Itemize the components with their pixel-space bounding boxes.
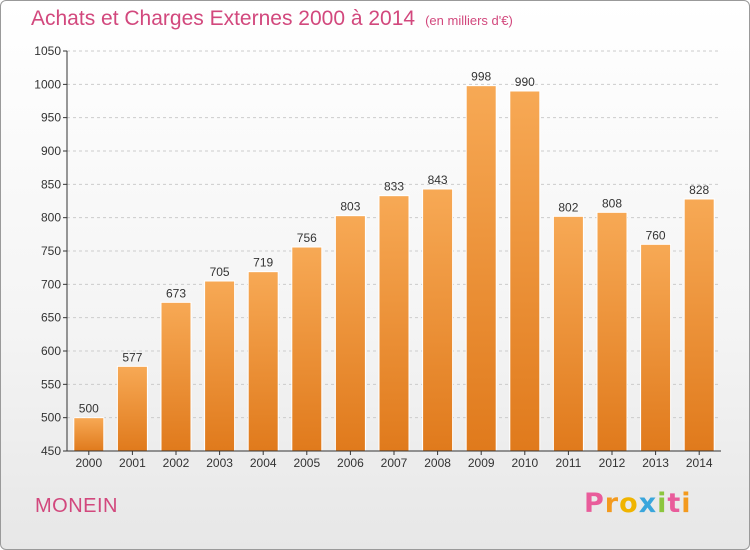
value-label: 760 <box>646 228 666 242</box>
bar <box>334 215 366 452</box>
y-tick-label: 600 <box>41 344 61 358</box>
y-tick-label: 1050 <box>34 44 61 58</box>
y-tick-label: 500 <box>41 411 61 425</box>
logo-letter: r <box>604 488 620 519</box>
bar <box>116 365 148 452</box>
commune-name: MONEIN <box>35 495 118 517</box>
value-label: 802 <box>558 200 578 214</box>
value-label: 828 <box>689 183 709 197</box>
value-label: 705 <box>210 265 230 279</box>
value-label: 998 <box>471 70 491 84</box>
x-tick-label: 2005 <box>293 456 320 470</box>
y-tick-label: 750 <box>41 244 61 258</box>
logo-letter: t <box>667 488 682 519</box>
value-label: 756 <box>297 231 317 245</box>
value-label: 833 <box>384 180 404 194</box>
logo-letter: x <box>638 488 658 519</box>
value-label: 500 <box>79 402 99 416</box>
value-label: 673 <box>166 286 186 300</box>
y-tick-label: 1000 <box>34 77 61 91</box>
bar <box>160 301 192 452</box>
proxiti-logo: Proxiti <box>584 488 692 519</box>
value-label: 803 <box>340 200 360 214</box>
x-tick-label: 2000 <box>75 456 102 470</box>
bar <box>422 188 454 452</box>
value-label: 808 <box>602 196 622 210</box>
x-tick-label: 2007 <box>381 456 408 470</box>
bar-layer: 500 577 673 705 719 756 803 833 843 998 990 802 808 7… <box>73 70 715 452</box>
title-text: Achats et Charges Externes 2000 à 2014 <box>31 7 416 30</box>
x-tick-label: 2002 <box>163 456 190 470</box>
y-tick-label: 550 <box>41 377 61 391</box>
logo-letter: i <box>657 488 668 519</box>
value-label: 990 <box>515 75 535 89</box>
x-tick-label: 2011 <box>555 456 581 470</box>
y-tick-label: 950 <box>41 111 61 125</box>
chart-title: Achats et Charges Externes 2000 à 2014 (e… <box>31 7 513 31</box>
logo-letter: i <box>681 488 692 519</box>
logo-letter: P <box>584 488 605 519</box>
value-label: 577 <box>122 350 142 364</box>
x-tick-label: 2013 <box>642 456 669 470</box>
x-tick-label: 2003 <box>206 456 233 470</box>
bar <box>552 215 584 452</box>
x-tick-label: 2006 <box>337 456 364 470</box>
x-tick-label: 2010 <box>511 456 538 470</box>
y-tick-label: 650 <box>41 311 61 325</box>
logo-letter: o <box>619 488 639 519</box>
bar <box>509 90 541 452</box>
bar <box>640 243 672 452</box>
x-tick-label: 2004 <box>250 456 277 470</box>
y-tick-label: 850 <box>41 177 61 191</box>
bar <box>596 211 628 452</box>
value-label: 843 <box>428 173 448 187</box>
axis-layer: 450 500 550 600 650 700 750 800 850 900 950 1000 105… <box>34 44 721 470</box>
x-tick-label: 2012 <box>599 456 626 470</box>
bar <box>204 280 236 452</box>
x-tick-label: 2014 <box>686 456 713 470</box>
bar <box>73 417 105 452</box>
y-tick-label: 700 <box>41 277 61 291</box>
y-tick-label: 900 <box>41 144 61 158</box>
bar <box>247 271 279 452</box>
unit-label: (en milliers d'€) <box>425 13 513 28</box>
bar <box>378 195 410 452</box>
x-tick-label: 2001 <box>119 456 146 470</box>
bar <box>683 198 715 452</box>
y-tick-label: 800 <box>41 211 61 225</box>
bar <box>465 85 497 452</box>
value-label: 719 <box>253 256 273 270</box>
x-tick-label: 2009 <box>468 456 495 470</box>
bar <box>291 246 323 452</box>
x-tick-label: 2008 <box>424 456 451 470</box>
y-tick-label: 450 <box>41 444 61 458</box>
